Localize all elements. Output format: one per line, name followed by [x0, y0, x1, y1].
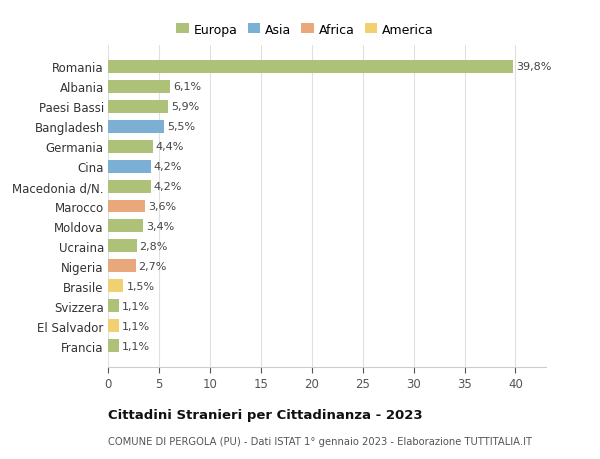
Bar [108, 240, 137, 253]
Text: 2,8%: 2,8% [140, 241, 168, 252]
Bar [108, 80, 170, 93]
Bar [108, 300, 119, 313]
Bar [108, 160, 151, 173]
Bar [108, 61, 514, 73]
Text: 4,4%: 4,4% [156, 142, 184, 152]
Text: 1,1%: 1,1% [122, 301, 151, 311]
Bar [108, 220, 143, 233]
Text: 1,5%: 1,5% [127, 281, 154, 291]
Text: 5,5%: 5,5% [167, 122, 195, 132]
Bar [108, 180, 151, 193]
Bar [108, 140, 153, 153]
Bar [108, 120, 164, 133]
Bar [108, 101, 168, 113]
Bar [108, 280, 123, 293]
Bar [108, 340, 119, 353]
Text: 4,2%: 4,2% [154, 162, 182, 172]
Bar [108, 200, 145, 213]
Text: 2,7%: 2,7% [139, 261, 167, 271]
Text: 1,1%: 1,1% [122, 341, 151, 351]
Text: COMUNE DI PERGOLA (PU) - Dati ISTAT 1° gennaio 2023 - Elaborazione TUTTITALIA.IT: COMUNE DI PERGOLA (PU) - Dati ISTAT 1° g… [108, 436, 532, 446]
Bar [108, 260, 136, 273]
Text: 1,1%: 1,1% [122, 321, 151, 331]
Text: 3,6%: 3,6% [148, 202, 176, 212]
Bar [108, 320, 119, 333]
Text: 4,2%: 4,2% [154, 182, 182, 191]
Text: 5,9%: 5,9% [171, 102, 199, 112]
Text: 3,4%: 3,4% [146, 222, 174, 231]
Text: 6,1%: 6,1% [173, 82, 202, 92]
Text: 39,8%: 39,8% [517, 62, 552, 72]
Text: Cittadini Stranieri per Cittadinanza - 2023: Cittadini Stranieri per Cittadinanza - 2… [108, 409, 422, 421]
Legend: Europa, Asia, Africa, America: Europa, Asia, Africa, America [176, 23, 434, 36]
